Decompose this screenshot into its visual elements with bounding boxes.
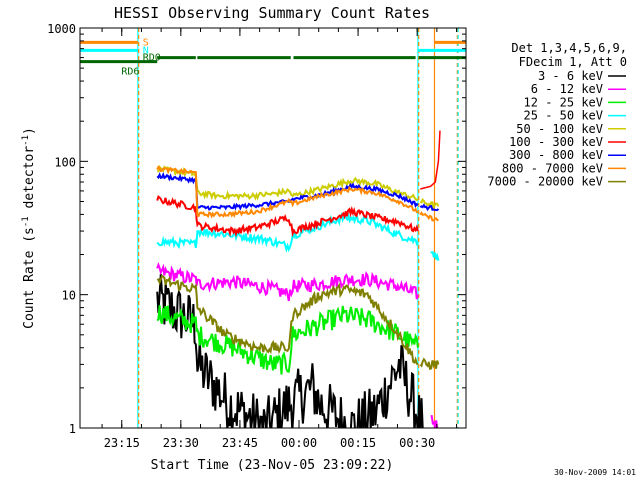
series-line-6-1 bbox=[419, 203, 440, 212]
state-label-rd0: RD0 bbox=[143, 53, 161, 64]
series-line-3-0 bbox=[156, 210, 419, 253]
legend-label-5: 100 - 300 keV bbox=[509, 135, 603, 149]
series-spike bbox=[420, 130, 441, 190]
series-line-5-0 bbox=[156, 195, 419, 238]
series-line-4-0 bbox=[157, 164, 419, 202]
series-line-7-1 bbox=[419, 211, 439, 222]
series-line-8-0 bbox=[156, 274, 419, 366]
legend-label-1: 6 - 12 keV bbox=[531, 82, 603, 96]
series-line-1-0 bbox=[156, 262, 419, 302]
series-line-8-1 bbox=[419, 357, 440, 371]
y-tick-label-1: 10 bbox=[62, 289, 76, 303]
legend-title-line-1: Det 1,3,4,5,6,9, bbox=[511, 41, 627, 55]
state-label-s: S bbox=[143, 37, 149, 48]
x-tick-label-1: 23:30 bbox=[163, 436, 199, 450]
chart-title: HESSI Observing Summary Count Rates bbox=[114, 4, 430, 22]
legend-label-6: 300 - 800 keV bbox=[509, 148, 603, 162]
legend-label-2: 12 - 25 keV bbox=[524, 95, 603, 109]
legend-label-8: 7000 - 20000 keV bbox=[487, 175, 603, 189]
legend-label-4: 50 - 100 keV bbox=[516, 122, 603, 136]
legend-title-line-2: FDecim 1, Att 0 bbox=[519, 55, 627, 69]
state-label-rd6: RD6 bbox=[121, 67, 139, 78]
series-line-0-0 bbox=[156, 273, 424, 428]
x-tick-label-2: 23:45 bbox=[222, 436, 258, 450]
legend: Det 1,3,4,5,6,9, FDecim 1, Att 0 3 - 6 k… bbox=[487, 41, 627, 189]
state-label-n: N bbox=[143, 45, 149, 56]
legend-label-0: 3 - 6 keV bbox=[538, 69, 603, 83]
x-tick-label-5: 00:30 bbox=[399, 436, 435, 450]
series-line-3-1 bbox=[430, 251, 440, 261]
x-tick-label-4: 00:15 bbox=[340, 436, 376, 450]
plot-frame bbox=[79, 27, 467, 429]
y-tick-label-2: 100 bbox=[54, 155, 76, 169]
x-tick-label-3: 00:00 bbox=[281, 436, 317, 450]
y-axis-label: Count Rate (s-1 detector-1) bbox=[21, 127, 37, 329]
y-tick-label-0: 1 bbox=[69, 422, 76, 436]
y-tick-label-3: 1000 bbox=[47, 22, 76, 36]
legend-label-7: 800 - 7000 keV bbox=[502, 161, 603, 175]
series-line-7-0 bbox=[156, 165, 419, 219]
series-line-4-1 bbox=[419, 197, 440, 211]
footer-date: 30-Nov-2009 14:01 bbox=[554, 468, 636, 477]
series-line-2-0 bbox=[156, 305, 419, 375]
x-axis-label: Start Time (23-Nov-05 23:09:22) bbox=[151, 458, 394, 473]
x-tick-label-0: 23:15 bbox=[104, 436, 140, 450]
legend-label-3: 25 - 50 keV bbox=[524, 109, 603, 123]
